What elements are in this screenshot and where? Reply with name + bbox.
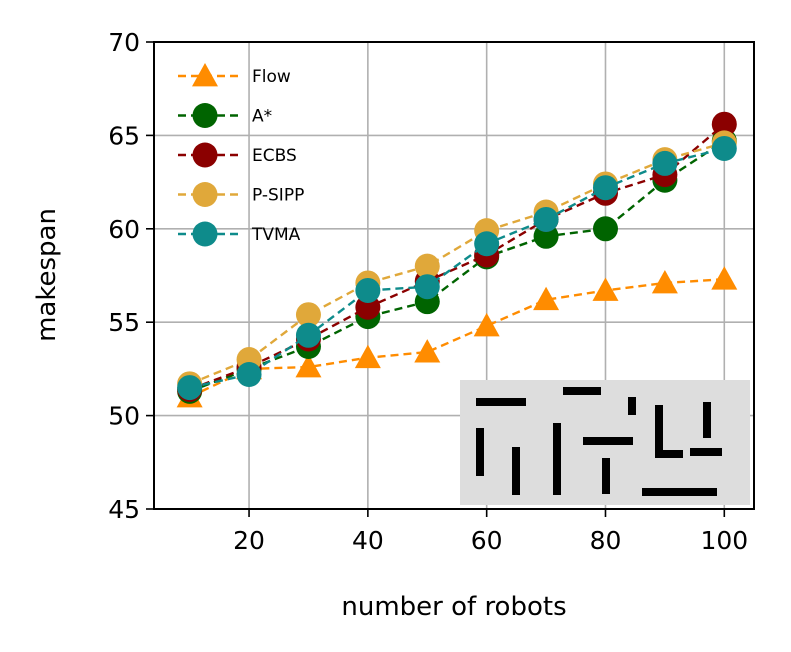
inset-obstacle [583, 437, 633, 445]
series-line [189, 278, 725, 399]
map-inset [460, 380, 750, 505]
inset-obstacle [476, 428, 484, 476]
legend-item: ECBS [178, 142, 297, 168]
legend-item: P-SIPP [178, 182, 304, 207]
legend-item: Flow [178, 63, 291, 87]
data-point [414, 253, 440, 279]
legend-item: A* [178, 103, 272, 128]
legend-label: A* [252, 107, 272, 127]
y-tick-label: 55 [108, 308, 140, 337]
inset-obstacle [642, 488, 717, 496]
data-point [236, 362, 262, 388]
data-point [651, 269, 678, 294]
data-point [192, 63, 218, 87]
data-point [295, 322, 321, 348]
data-point [414, 274, 440, 300]
data-point [192, 103, 218, 128]
axis-ticks: 20 40 60 80 100 45 50 55 60 65 70 [108, 28, 748, 555]
x-tick-label: 100 [700, 526, 748, 555]
series-line [189, 123, 726, 391]
data-point [354, 344, 381, 369]
data-point [711, 266, 738, 290]
data-point [414, 339, 441, 363]
y-tick-label: 45 [108, 495, 140, 524]
data-point [592, 175, 618, 201]
y-tick-label: 65 [108, 121, 140, 150]
plot-frame [153, 41, 755, 510]
data-point [177, 375, 203, 401]
data-point [192, 182, 218, 207]
legend-label: P-SIPP [252, 186, 304, 206]
data-point [295, 354, 322, 378]
data-point [592, 216, 618, 242]
data-point [652, 150, 678, 176]
data-point [533, 206, 559, 232]
series-line [189, 141, 725, 385]
series-layer [176, 111, 738, 408]
legend: Flow A* ECBS P-SIPP TVMA [178, 63, 304, 247]
inset-obstacle [512, 447, 520, 495]
inset-obstacle [476, 398, 526, 406]
series-tvma [177, 135, 737, 401]
data-point [192, 142, 218, 168]
x-tick-label: 60 [471, 526, 503, 555]
series-p-sipp [177, 130, 737, 397]
data-point [355, 277, 381, 303]
x-tick-label: 40 [352, 526, 384, 555]
data-point [295, 302, 321, 328]
legend-label: ECBS [252, 146, 297, 166]
data-point [474, 231, 500, 257]
data-point [192, 221, 218, 247]
inset-obstacle [602, 458, 610, 494]
series-line [189, 140, 725, 393]
y-tick-label: 70 [108, 28, 140, 57]
legend-label: Flow [252, 67, 291, 87]
y-axis-title: makespan [32, 208, 62, 342]
inset-obstacle [655, 450, 683, 458]
inset-obstacle [690, 448, 722, 456]
x-axis-title: number of robots [341, 592, 566, 622]
y-tick-label: 50 [108, 402, 140, 431]
inset-obstacle [553, 423, 561, 495]
inset-obstacle [703, 402, 711, 438]
legend-label: TVMA [251, 225, 301, 245]
data-point [533, 286, 560, 311]
inset-obstacle [655, 405, 663, 455]
data-point [592, 277, 619, 301]
data-point [711, 135, 737, 161]
legend-item: TVMA [178, 221, 301, 247]
data-point [711, 111, 737, 137]
data-point [473, 312, 500, 337]
x-tick-label: 80 [590, 526, 622, 555]
series-line [189, 147, 725, 389]
inset-obstacle [628, 397, 636, 415]
x-tick-label: 20 [233, 526, 265, 555]
inset-obstacle [563, 387, 601, 395]
y-tick-label: 60 [108, 215, 140, 244]
